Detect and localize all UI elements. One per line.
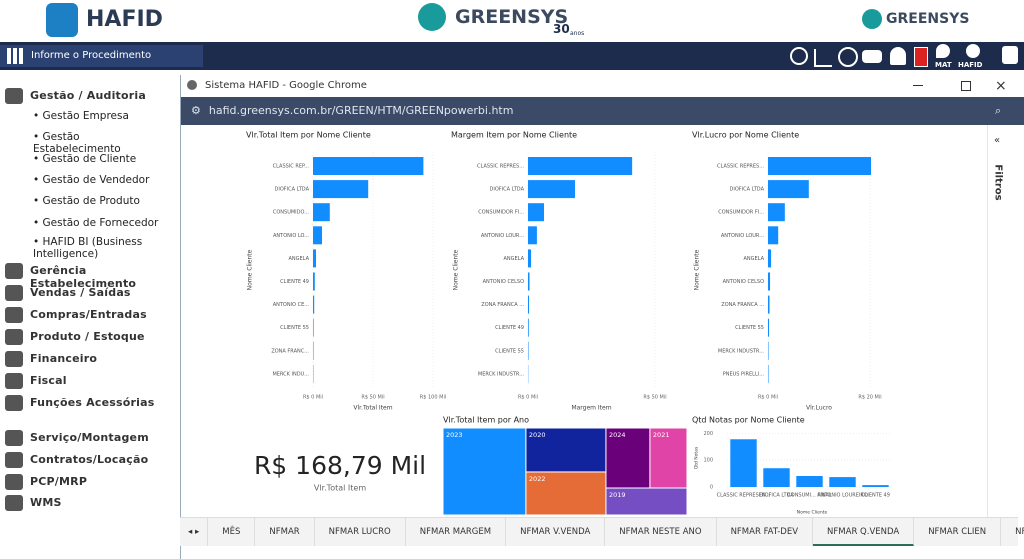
pin-icon[interactable] (936, 44, 950, 58)
menu-item[interactable]: Financeiro (30, 352, 98, 365)
submenu-label: Gestão de Vendedor (42, 174, 150, 186)
badge-text: anos (570, 30, 585, 37)
page-tab[interactable]: NFMAR NESTE ANO (605, 518, 717, 546)
filters-label: Filtros (992, 164, 1004, 201)
page-tab[interactable]: NFMAR V.VENDA (506, 518, 606, 546)
page-tab[interactable]: NFMAR MARGEM (406, 518, 507, 546)
submenu-label: Gestão de Cliente (42, 153, 137, 165)
submenu-item[interactable]: • Gestão de Cliente (33, 153, 137, 165)
menu-icon (5, 351, 23, 367)
video-icon[interactable] (862, 50, 882, 63)
submenu-item[interactable]: • Gestão Empresa (33, 110, 129, 122)
menu-icon (5, 88, 23, 104)
submenu-item[interactable]: • Gestão de Fornecedor (33, 217, 159, 229)
menu-item[interactable]: Funções Acessórias (30, 396, 155, 409)
collapse-icon[interactable]: « (994, 135, 1001, 146)
menu-icon (5, 452, 23, 468)
menu-item[interactable]: Serviço/Montagem (30, 431, 149, 444)
submenu-item[interactable]: • HAFID BI (Business Intelligence) (33, 236, 143, 260)
badge-number: 30 (553, 22, 570, 36)
logo-left: HAFID (86, 7, 163, 32)
alert-icon[interactable] (890, 47, 906, 65)
menu-item[interactable]: PCP/MRP (30, 475, 88, 488)
page-tab[interactable]: NFMAR CLIEN (914, 518, 1002, 546)
search-placeholder: Informe o Procedimento (31, 50, 152, 61)
submenu-label: Gestão Estabelecimento (33, 131, 121, 155)
user-line2: HAFID (958, 61, 983, 69)
submenu-item[interactable]: • Gestão de Produto (33, 195, 140, 207)
browser-window: Sistema HAFID - Google Chrome × ⚙ hafid.g… (180, 75, 1024, 559)
menu-icon (5, 474, 23, 490)
submenu-item[interactable]: • Gestão de Vendedor (33, 174, 150, 186)
search-box[interactable]: Informe o Procedimento (0, 45, 203, 67)
menu-icon (5, 373, 23, 389)
submenu-label: Gestão de Produto (42, 195, 140, 207)
menu-icon (5, 307, 23, 323)
search-icon[interactable] (790, 47, 808, 65)
menu-item[interactable]: Compras/Entradas (30, 308, 147, 321)
menu-icon (5, 430, 23, 446)
help-icon[interactable] (838, 47, 858, 67)
toolbar-icons (790, 47, 928, 67)
minimize-button[interactable] (913, 85, 923, 86)
close-button[interactable]: × (995, 78, 1007, 94)
hafid-icon (46, 3, 78, 37)
page-tab[interactable]: NFMAR FAT-DEV (717, 518, 814, 546)
page-tab[interactable]: NFMAR (1001, 518, 1024, 546)
menu-item[interactable]: Vendas / Saídas (30, 286, 131, 299)
filters-pane[interactable]: « Filtros (987, 125, 1019, 517)
page-tab[interactable]: MÊS (208, 518, 256, 546)
submenu-label: Gestão de Fornecedor (42, 217, 159, 229)
window-title: Sistema HAFID - Google Chrome (205, 80, 367, 91)
user-icon[interactable] (966, 44, 980, 58)
user-line1: MAT (935, 61, 952, 69)
menu-icon (5, 395, 23, 411)
navbar: Informe o Procedimento MAT HAFID (0, 42, 1024, 70)
zoom-icon[interactable]: ⌕ (995, 104, 1002, 117)
menu-item[interactable]: Contratos/Locação (30, 453, 149, 466)
menu-icon[interactable] (7, 48, 23, 64)
menu-item[interactable]: WMS (30, 496, 62, 509)
menu-item[interactable]: Gestão / Auditoria (30, 89, 146, 102)
maximize-button[interactable] (961, 81, 971, 91)
phone-icon[interactable] (914, 47, 928, 67)
page-tab[interactable]: NFMAR (255, 518, 315, 546)
page-tab[interactable]: NFMAR LUCRO (315, 518, 406, 546)
logo-right: GREENSYS (886, 11, 970, 27)
submenu-label: HAFID BI (Business Intelligence) (33, 236, 143, 260)
menu-icon (5, 285, 23, 301)
submenu-label: Gestão Empresa (42, 110, 129, 122)
menu-item[interactable]: Gerência Estabelecimento (30, 264, 137, 290)
menu-icon (5, 263, 23, 279)
sidebar: Gestão / Auditoria • Gestão Empresa • Ges… (0, 70, 180, 559)
tab-scroll[interactable]: ◂ ▸ (180, 518, 209, 546)
logo-center: GREENSYS (455, 6, 569, 28)
url: hafid.greensys.com.br/GREEN/HTM/GREENpow… (208, 104, 514, 117)
page-tabs: ◂ ▸ MÊS NFMAR NFMAR LUCRO NFMAR MARGEM NFMAR… (180, 517, 1024, 546)
address-bar[interactable]: ⚙ hafid.greensys.com.br/GREEN/HTM/GREENpo… (181, 97, 1024, 125)
title-bar: Sistema HAFID - Google Chrome × (181, 75, 1024, 97)
menu-icon (5, 329, 23, 345)
chrome-icon (187, 80, 197, 90)
menu-item[interactable]: Fiscal (30, 374, 67, 387)
menu-icon (5, 495, 23, 511)
greensys-icon (862, 9, 882, 29)
menu-item[interactable]: Produto / Estoque (30, 330, 145, 343)
submenu-item[interactable]: • Gestão Estabelecimento (33, 131, 121, 155)
chart-icon[interactable] (814, 49, 832, 67)
greensys-icon (418, 3, 446, 31)
page-tab[interactable]: NFMAR Q.VENDA (813, 518, 915, 546)
header: HAFID GREENSYS 30 anos GREENSYS (0, 0, 1024, 42)
app-icon[interactable] (1002, 46, 1018, 64)
